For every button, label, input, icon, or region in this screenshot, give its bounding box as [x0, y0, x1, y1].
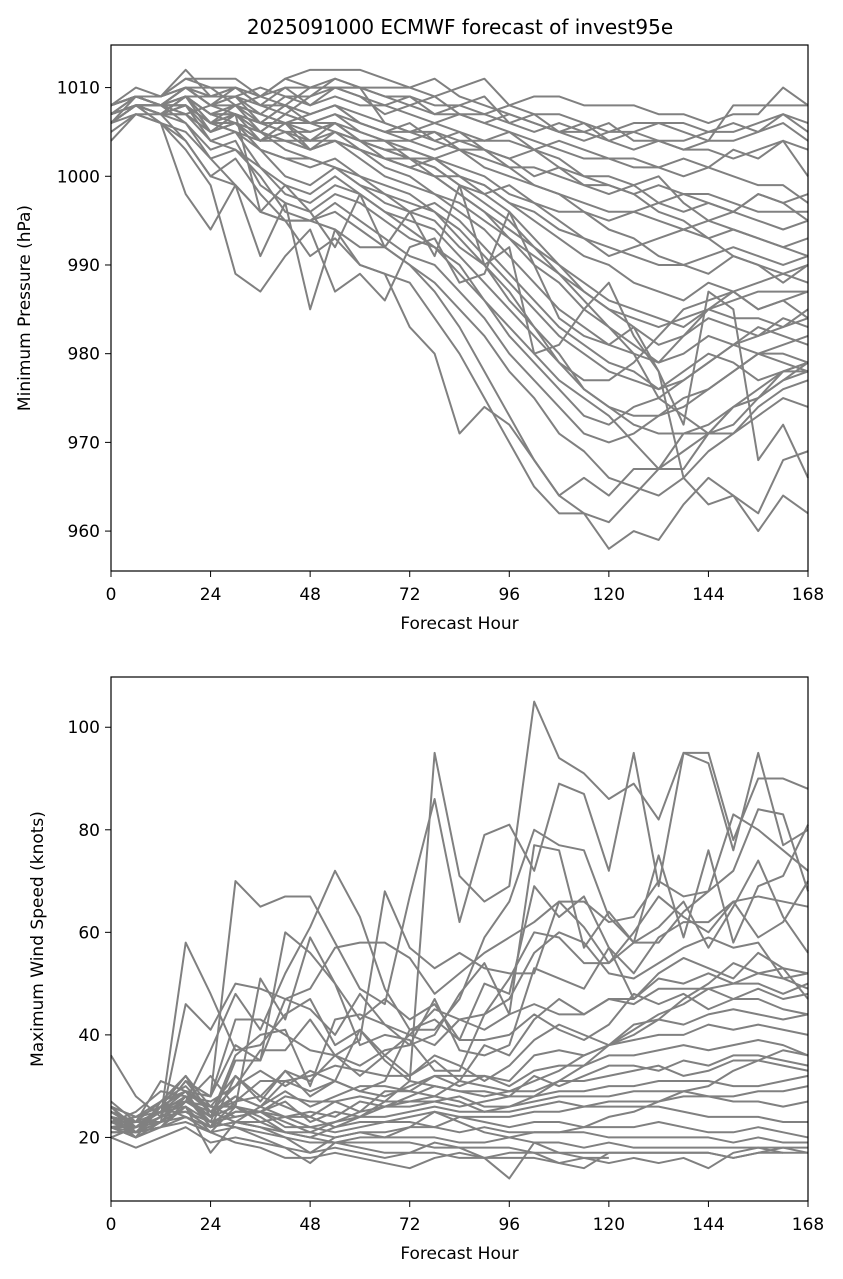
- pressure-x-tick-label: 144: [692, 585, 724, 605]
- pressure-x-tick-label: 0: [106, 585, 117, 605]
- pressure-x-tick-label: 72: [399, 585, 421, 605]
- wind-series-line-32: [111, 962, 809, 1134]
- pressure-series-line-33: [110, 95, 809, 364]
- wind-y-axis: 20 40 60 80 100: [68, 718, 111, 1148]
- wind-y-axis-label: Maximum Wind Speed (knots): [28, 811, 48, 1067]
- pressure-x-tick-label: 120: [593, 585, 625, 605]
- pressure-series-line-15: [110, 95, 809, 435]
- pressure-series-line-34: [110, 104, 808, 329]
- pressure-y-tick-label: 980: [68, 345, 100, 365]
- wind-series-line-2: [110, 751, 809, 1129]
- wind-x-tick-label: 168: [792, 1215, 824, 1235]
- wind-y-tick-label: 20: [78, 1128, 100, 1148]
- pressure-series-line-22: [110, 104, 809, 497]
- pressure-y-tick-label: 1000: [57, 167, 100, 187]
- wind-x-axis-label: Forecast Hour: [400, 1244, 518, 1264]
- wind-series-line-20: [110, 1074, 809, 1124]
- pressure-series-line-32: [110, 104, 809, 382]
- pressure-y-tick-label: 1010: [57, 79, 100, 99]
- wind-series-line-5: [110, 813, 809, 1124]
- wind-series-line-24: [110, 1095, 808, 1144]
- wind-plot-frame: [110, 676, 809, 1202]
- wind-series-line-14: [110, 1008, 809, 1118]
- wind-y-tick-label: 60: [78, 923, 100, 943]
- wind-x-tick-label: 48: [299, 1215, 321, 1235]
- pressure-y-tick-label: 960: [68, 522, 100, 542]
- pressure-series-line-30: [110, 95, 809, 435]
- wind-x-tick-label: 144: [692, 1215, 724, 1235]
- pressure-series-line-38: [110, 86, 808, 213]
- pressure-series-line-35: [110, 86, 809, 266]
- pressure-x-tick-label: 24: [200, 585, 222, 605]
- wind-x-tick-label: 0: [106, 1215, 117, 1235]
- wind-series-line-8: [110, 824, 809, 1139]
- pressure-series-group: [110, 68, 809, 550]
- pressure-series-line-2: [110, 68, 809, 142]
- pressure-plot-frame: [110, 44, 809, 572]
- pressure-series-line-25: [110, 77, 809, 125]
- pressure-x-axis-label: Forecast Hour: [400, 614, 518, 634]
- pressure-series-line-17: [110, 113, 809, 444]
- wind-y-tick-label: 100: [68, 718, 100, 738]
- wind-series-line-27: [110, 1126, 609, 1165]
- pressure-x-tick-label: 96: [498, 585, 520, 605]
- wind-x-tick-label: 96: [498, 1215, 520, 1235]
- wind-series-line-1: [110, 700, 809, 1118]
- wind-series-line-23: [110, 1090, 809, 1139]
- pressure-series-line-20: [110, 95, 809, 524]
- pressure-y-axis-label: Minimum Pressure (hPa): [15, 205, 35, 411]
- wind-series-line-31: [110, 967, 809, 1139]
- wind-series-line-29: [110, 1105, 809, 1170]
- wind-series-line-30: [110, 1049, 809, 1154]
- wind-x-tick-label: 24: [200, 1215, 222, 1235]
- pressure-x-tick-label: 168: [792, 585, 824, 605]
- wind-series-group: [110, 700, 809, 1180]
- pressure-y-axis: 960 970 980 990 1000 1010: [57, 79, 111, 542]
- wind-x-tick-label: 72: [399, 1215, 421, 1235]
- pressure-series-line-37: [110, 104, 809, 231]
- pressure-y-tick-label: 990: [68, 256, 100, 276]
- wind-series-line-25: [110, 1115, 808, 1149]
- pressure-series-line-19: [110, 104, 809, 497]
- pressure-x-axis: 0 24 48 72 96 120 144 168: [106, 571, 824, 605]
- wind-x-tick-label: 120: [593, 1215, 625, 1235]
- chart-title: 2025091000 ECMWF forecast of invest95e: [247, 15, 673, 39]
- pressure-series-line-18: [110, 95, 809, 470]
- wind-series-line-16: [110, 1039, 809, 1134]
- wind-y-tick-label: 40: [78, 1026, 100, 1046]
- wind-series-line-7: [110, 859, 809, 1124]
- pressure-series-line-23: [110, 113, 809, 515]
- pressure-series-line-21: [110, 104, 809, 550]
- wind-y-tick-label: 80: [78, 821, 100, 841]
- pressure-y-tick-label: 970: [68, 433, 100, 453]
- pressure-x-tick-label: 48: [299, 585, 321, 605]
- pressure-series-line-27: [110, 86, 809, 160]
- wind-series-line-19: [110, 1074, 809, 1129]
- pressure-chart: 0 24 48 72 96 120 144 168 96097098099010001010 …: [15, 44, 824, 634]
- wind-series-line-18: [110, 1059, 809, 1134]
- wind-chart: 0 24 48 72 96 120 144 168 20 40 60 80 100 Forecast …: [28, 676, 824, 1264]
- pressure-series-line-16: [110, 104, 809, 426]
- wind-x-axis: 0 24 48 72 96 120 144 168: [106, 1201, 824, 1235]
